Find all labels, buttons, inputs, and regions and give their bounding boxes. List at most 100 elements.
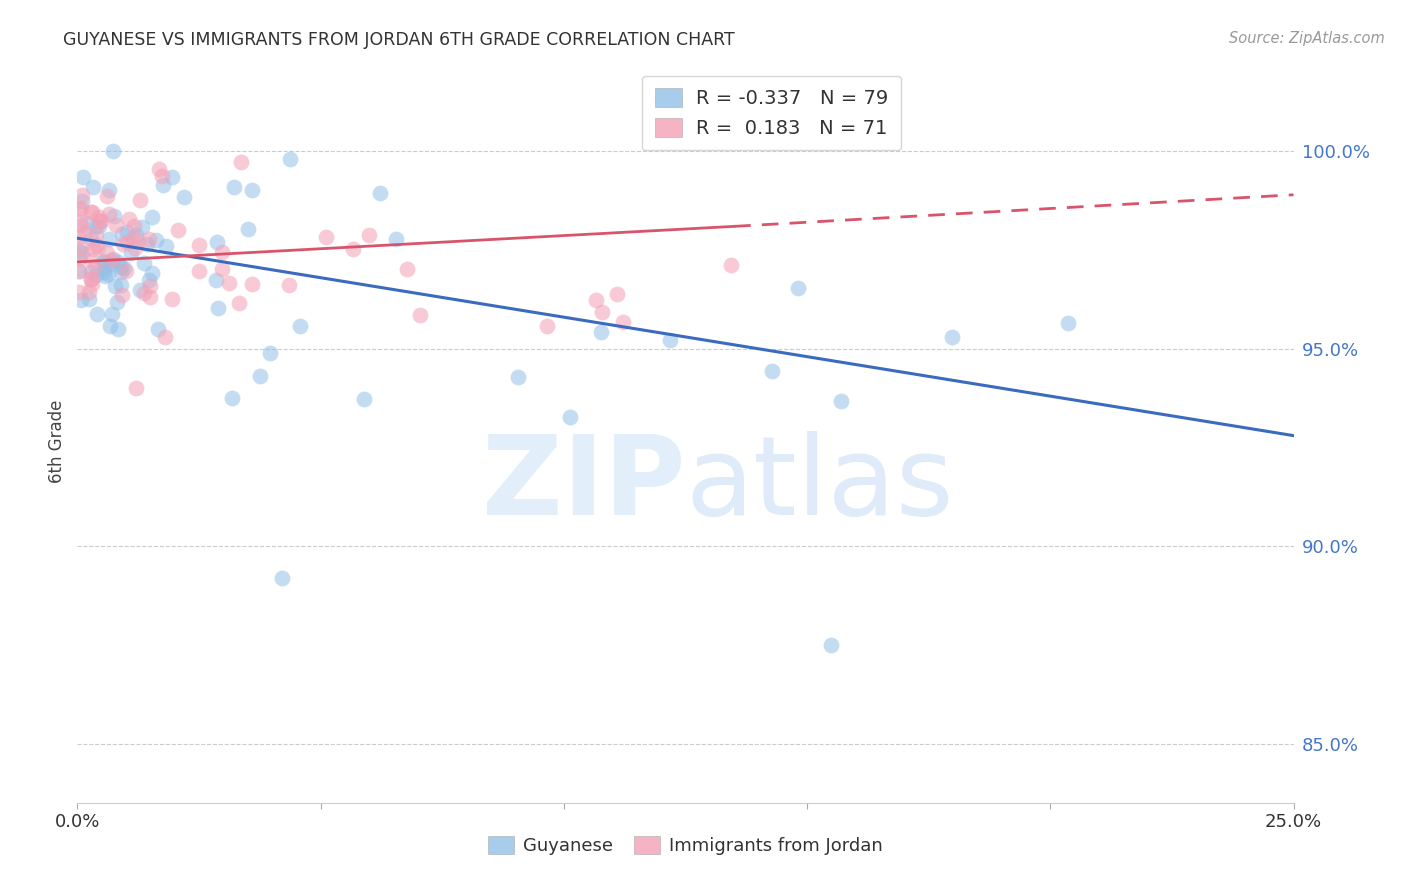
Point — [122, 219, 145, 233]
Point — [86, 238, 108, 252]
Point — [125, 227, 148, 242]
Point — [204, 273, 226, 287]
Point — [506, 370, 529, 384]
Point — [70, 218, 93, 232]
Point — [72, 169, 94, 184]
Point — [145, 233, 167, 247]
Point — [384, 232, 406, 246]
Point — [77, 292, 100, 306]
Point — [139, 279, 162, 293]
Point — [187, 238, 209, 252]
Point — [131, 219, 153, 234]
Point — [148, 162, 170, 177]
Point — [591, 304, 613, 318]
Point — [138, 232, 160, 246]
Point — [207, 235, 229, 250]
Point — [111, 288, 134, 302]
Point — [80, 277, 103, 292]
Point — [96, 189, 118, 203]
Point — [93, 260, 115, 275]
Point — [80, 231, 103, 245]
Point — [69, 201, 91, 215]
Point — [240, 277, 263, 292]
Point — [236, 221, 259, 235]
Point — [97, 267, 120, 281]
Point — [67, 285, 90, 299]
Point — [278, 277, 301, 292]
Point — [222, 180, 245, 194]
Point — [67, 251, 90, 265]
Point — [207, 301, 229, 315]
Point — [138, 273, 160, 287]
Point — [228, 296, 250, 310]
Point — [107, 322, 129, 336]
Point — [353, 392, 375, 406]
Point — [121, 232, 143, 246]
Point — [79, 205, 101, 219]
Point — [152, 178, 174, 193]
Point — [155, 239, 177, 253]
Point — [396, 261, 419, 276]
Point — [558, 409, 581, 424]
Point — [1057, 317, 1080, 331]
Point — [128, 283, 150, 297]
Point — [125, 381, 148, 395]
Point — [259, 346, 281, 360]
Point — [141, 210, 163, 224]
Point — [148, 322, 170, 336]
Point — [98, 207, 121, 221]
Point — [107, 255, 129, 269]
Point — [94, 269, 117, 284]
Point — [249, 368, 271, 383]
Point — [612, 316, 634, 330]
Point — [342, 242, 364, 256]
Point — [127, 234, 149, 248]
Point — [82, 242, 104, 256]
Point — [98, 232, 121, 246]
Point — [89, 219, 111, 234]
Text: ZIP: ZIP — [482, 432, 686, 539]
Point — [114, 264, 136, 278]
Point — [70, 194, 93, 209]
Point — [221, 392, 243, 406]
Point — [132, 286, 155, 301]
Point — [87, 240, 110, 254]
Point — [86, 308, 108, 322]
Point — [84, 227, 107, 241]
Point — [97, 183, 120, 197]
Point — [150, 169, 173, 184]
Point — [173, 189, 195, 203]
Point — [211, 244, 233, 259]
Point — [79, 285, 101, 299]
Point — [585, 293, 607, 308]
Point — [115, 225, 138, 239]
Point — [124, 241, 146, 255]
Point — [70, 246, 93, 260]
Point — [69, 215, 91, 229]
Point — [96, 246, 118, 260]
Point — [80, 272, 103, 286]
Point — [606, 286, 628, 301]
Point — [118, 212, 141, 227]
Point — [941, 330, 963, 344]
Point — [73, 226, 96, 240]
Point — [67, 202, 90, 216]
Point — [89, 213, 111, 227]
Point — [139, 290, 162, 304]
Point — [162, 170, 184, 185]
Point — [368, 186, 391, 201]
Point — [591, 325, 613, 339]
Point — [270, 571, 292, 585]
Point — [90, 213, 112, 227]
Point — [83, 260, 105, 274]
Point — [84, 219, 107, 233]
Point — [111, 236, 134, 251]
Point — [128, 193, 150, 207]
Point — [132, 255, 155, 269]
Point — [104, 279, 127, 293]
Point — [167, 222, 190, 236]
Point — [93, 265, 115, 279]
Point — [153, 330, 176, 344]
Text: GUYANESE VS IMMIGRANTS FROM JORDAN 6TH GRADE CORRELATION CHART: GUYANESE VS IMMIGRANTS FROM JORDAN 6TH G… — [63, 31, 735, 49]
Point — [218, 277, 240, 291]
